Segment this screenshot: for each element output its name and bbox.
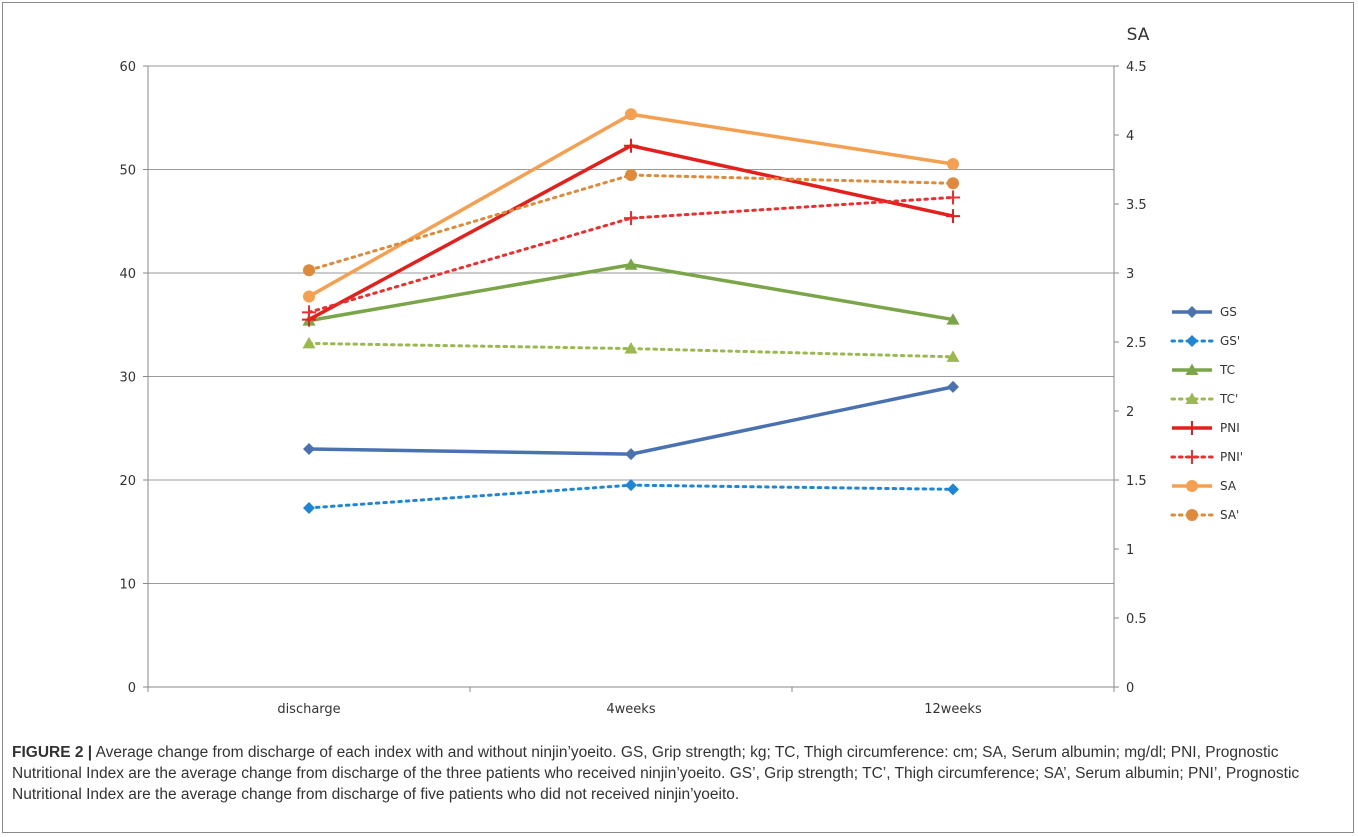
line-chart: SA 0 10 20 30 40 50 60 0 0.5 1 1.5 2 2.5 3 3.5 4 4.5 disc… (119, 25, 1243, 717)
right-tick-label: 1.5 (1126, 474, 1147, 489)
left-tick-label: 0 (128, 681, 136, 696)
right-tick-label: 2 (1126, 405, 1134, 420)
legend-label-tc-prime: TC' (1219, 392, 1238, 406)
data-point-tc (624, 258, 638, 270)
left-tick-label: 40 (119, 267, 136, 282)
legend-marker-pni-prime (1185, 450, 1199, 464)
data-point-sa (303, 290, 315, 303)
data-point-gs-prime (947, 483, 959, 496)
legend-label-pni: PNI (1220, 421, 1240, 435)
data-point-gs (947, 380, 959, 393)
figure-caption: FIGURE 2 | Average change from discharge… (12, 742, 1342, 805)
data-point-tc-prime (946, 350, 960, 362)
legend-marker-tc-prime (1185, 392, 1199, 404)
legend-label-sa-prime: SA' (1220, 508, 1239, 522)
left-tick-label: 10 (119, 578, 136, 593)
caption-label: FIGURE 2 | (12, 744, 93, 761)
left-tick-label: 30 (119, 371, 136, 386)
legend-marker-pni (1185, 421, 1199, 435)
legend-marker-gs-prime (1186, 335, 1198, 347)
legend-marker-gs (1186, 306, 1198, 318)
x-tick-label: discharge (277, 702, 340, 717)
legend-label-gs-prime: GS' (1220, 334, 1240, 348)
legend-label-sa: SA (1220, 479, 1237, 493)
data-point-gs (303, 442, 315, 455)
data-point-pni (946, 209, 960, 224)
data-point-tc (946, 313, 960, 325)
data-point-pni (624, 138, 638, 153)
data-point-pni-prime (302, 305, 316, 320)
legend-label-pni-prime: PNI' (1220, 450, 1243, 464)
right-tick-label: 3 (1126, 267, 1134, 282)
series-line-pni-prime (307, 195, 955, 314)
left-tick-label: 50 (119, 164, 136, 179)
series-line-gs (308, 385, 954, 456)
data-point-tc-prime (624, 342, 638, 354)
legend-label-tc: TC (1219, 363, 1235, 377)
x-tick-label: 12weeks (924, 702, 982, 717)
left-tick-label: 60 (119, 60, 136, 75)
right-axis-title: SA (1127, 25, 1150, 45)
right-tick-label: 4.5 (1126, 60, 1147, 75)
caption-text: Average change from discharge of each in… (12, 744, 1300, 803)
data-point-gs-prime (303, 501, 315, 514)
data-point-sa-prime (303, 264, 315, 277)
data-point-pni-prime (946, 190, 960, 205)
data-point-sa (947, 157, 959, 170)
data-point-gs-prime (625, 479, 637, 492)
series-line-sa-prime (307, 173, 955, 272)
legend-label-gs: GS (1220, 305, 1237, 319)
right-tick-label: 0.5 (1126, 612, 1147, 627)
legend-marker-sa-prime (1186, 509, 1198, 521)
right-tick-label: 1 (1126, 543, 1134, 558)
data-point-pni-prime (624, 211, 638, 226)
right-tick-label: 4 (1126, 129, 1134, 144)
legend-marker-sa (1186, 480, 1198, 492)
legend-marker-tc (1185, 363, 1199, 375)
data-point-sa-prime (625, 169, 637, 182)
x-tick-label: 4weeks (606, 702, 655, 717)
right-tick-label: 2.5 (1126, 336, 1147, 351)
right-tick-label: 0 (1126, 681, 1134, 696)
data-point-tc-prime (302, 336, 316, 349)
data-point-sa-prime (947, 177, 959, 190)
right-tick-label: 3.5 (1126, 198, 1147, 213)
data-point-gs (625, 448, 637, 461)
data-point-sa (625, 108, 637, 121)
left-tick-label: 20 (119, 474, 136, 489)
